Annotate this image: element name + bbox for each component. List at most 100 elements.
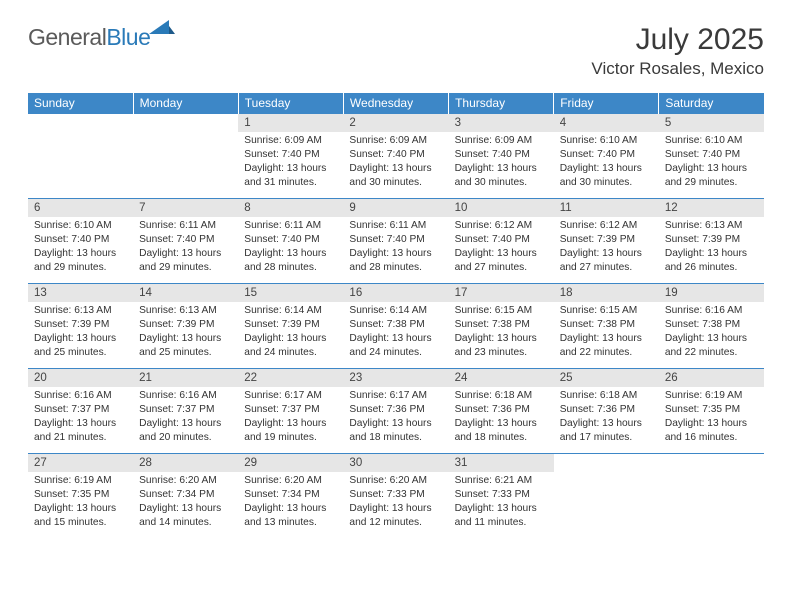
day-number-cell: 13 <box>28 283 133 302</box>
day-d1: Daylight: 13 hours <box>349 162 442 176</box>
day-detail: Sunrise: 6:09 AMSunset: 7:40 PMDaylight:… <box>449 132 554 189</box>
day-header: Friday <box>554 93 659 114</box>
day-ss: Sunset: 7:37 PM <box>139 403 232 417</box>
day-d2: and 30 minutes. <box>349 176 442 190</box>
day-detail: Sunrise: 6:18 AMSunset: 7:36 PMDaylight:… <box>554 387 659 444</box>
day-detail: Sunrise: 6:11 AMSunset: 7:40 PMDaylight:… <box>133 217 238 274</box>
day-d1: Daylight: 13 hours <box>560 162 653 176</box>
day-number-cell: 20 <box>28 368 133 387</box>
day-detail-cell: Sunrise: 6:20 AMSunset: 7:34 PMDaylight:… <box>238 472 343 537</box>
day-detail-cell: Sunrise: 6:18 AMSunset: 7:36 PMDaylight:… <box>449 387 554 453</box>
day-sr: Sunrise: 6:18 AM <box>455 389 548 403</box>
day-sr: Sunrise: 6:10 AM <box>34 219 127 233</box>
day-detail: Sunrise: 6:14 AMSunset: 7:39 PMDaylight:… <box>238 302 343 359</box>
day-d1: Daylight: 13 hours <box>455 247 548 261</box>
day-d1: Daylight: 13 hours <box>349 417 442 431</box>
day-sr: Sunrise: 6:10 AM <box>665 134 758 148</box>
day-number-cell: 6 <box>28 198 133 217</box>
day-d2: and 27 minutes. <box>560 261 653 275</box>
day-detail-cell: Sunrise: 6:09 AMSunset: 7:40 PMDaylight:… <box>449 132 554 198</box>
day-sr: Sunrise: 6:09 AM <box>349 134 442 148</box>
day-d2: and 29 minutes. <box>139 261 232 275</box>
day-sr: Sunrise: 6:16 AM <box>665 304 758 318</box>
day-ss: Sunset: 7:38 PM <box>349 318 442 332</box>
day-detail-cell: Sunrise: 6:14 AMSunset: 7:39 PMDaylight:… <box>238 302 343 368</box>
day-detail-cell: Sunrise: 6:11 AMSunset: 7:40 PMDaylight:… <box>238 217 343 283</box>
day-number: 23 <box>343 369 448 388</box>
day-ss: Sunset: 7:40 PM <box>34 233 127 247</box>
day-sr: Sunrise: 6:17 AM <box>244 389 337 403</box>
day-number: 7 <box>133 199 238 218</box>
day-number-cell: 26 <box>659 368 764 387</box>
day-d2: and 31 minutes. <box>244 176 337 190</box>
day-d1: Daylight: 13 hours <box>665 162 758 176</box>
day-number-cell <box>28 113 133 132</box>
day-header: Wednesday <box>343 93 448 114</box>
day-detail: Sunrise: 6:10 AMSunset: 7:40 PMDaylight:… <box>28 217 133 274</box>
day-detail-cell <box>28 132 133 198</box>
day-number: 22 <box>238 369 343 388</box>
day-number-cell: 1 <box>238 113 343 132</box>
day-number: 29 <box>238 454 343 473</box>
day-ss: Sunset: 7:33 PM <box>349 488 442 502</box>
day-detail-cell: Sunrise: 6:10 AMSunset: 7:40 PMDaylight:… <box>28 217 133 283</box>
day-number: 2 <box>343 114 448 133</box>
day-number: 18 <box>554 284 659 303</box>
day-d2: and 24 minutes. <box>244 346 337 360</box>
day-detail-cell: Sunrise: 6:13 AMSunset: 7:39 PMDaylight:… <box>28 302 133 368</box>
day-d2: and 17 minutes. <box>560 431 653 445</box>
day-number-cell: 29 <box>238 453 343 472</box>
week-daynum-row: 13141516171819 <box>28 283 764 302</box>
logo-text-general: General <box>28 24 106 50</box>
day-number-cell: 2 <box>343 113 448 132</box>
day-detail-cell: Sunrise: 6:11 AMSunset: 7:40 PMDaylight:… <box>133 217 238 283</box>
day-number: 21 <box>133 369 238 388</box>
day-number: 31 <box>449 454 554 473</box>
day-number-cell <box>554 453 659 472</box>
day-d1: Daylight: 13 hours <box>244 162 337 176</box>
day-ss: Sunset: 7:40 PM <box>244 148 337 162</box>
day-number: 4 <box>554 114 659 133</box>
day-number: 24 <box>449 369 554 388</box>
day-detail-cell <box>659 472 764 537</box>
day-number-cell: 3 <box>449 113 554 132</box>
day-detail: Sunrise: 6:10 AMSunset: 7:40 PMDaylight:… <box>659 132 764 189</box>
day-d2: and 30 minutes. <box>455 176 548 190</box>
day-number: 30 <box>343 454 448 473</box>
week-detail-row: Sunrise: 6:13 AMSunset: 7:39 PMDaylight:… <box>28 302 764 368</box>
day-d1: Daylight: 13 hours <box>34 332 127 346</box>
day-detail: Sunrise: 6:16 AMSunset: 7:38 PMDaylight:… <box>659 302 764 359</box>
day-ss: Sunset: 7:37 PM <box>244 403 337 417</box>
day-number: 13 <box>28 284 133 303</box>
week-daynum-row: 6789101112 <box>28 198 764 217</box>
day-ss: Sunset: 7:35 PM <box>665 403 758 417</box>
day-d1: Daylight: 13 hours <box>349 332 442 346</box>
day-number-cell: 10 <box>449 198 554 217</box>
logo-triangle-icon <box>149 18 175 41</box>
day-detail: Sunrise: 6:13 AMSunset: 7:39 PMDaylight:… <box>28 302 133 359</box>
day-number-cell: 9 <box>343 198 448 217</box>
day-number: 8 <box>238 199 343 218</box>
day-d2: and 12 minutes. <box>349 516 442 530</box>
day-header: Tuesday <box>238 93 343 114</box>
day-ss: Sunset: 7:40 PM <box>560 148 653 162</box>
day-number: 16 <box>343 284 448 303</box>
day-number-cell <box>659 453 764 472</box>
day-d2: and 14 minutes. <box>139 516 232 530</box>
day-detail: Sunrise: 6:13 AMSunset: 7:39 PMDaylight:… <box>659 217 764 274</box>
day-number: 12 <box>659 199 764 218</box>
day-d1: Daylight: 13 hours <box>665 332 758 346</box>
day-detail: Sunrise: 6:17 AMSunset: 7:36 PMDaylight:… <box>343 387 448 444</box>
day-d2: and 16 minutes. <box>665 431 758 445</box>
day-ss: Sunset: 7:40 PM <box>139 233 232 247</box>
day-detail-cell: Sunrise: 6:10 AMSunset: 7:40 PMDaylight:… <box>554 132 659 198</box>
day-number-cell: 25 <box>554 368 659 387</box>
day-number: 6 <box>28 199 133 218</box>
day-d2: and 11 minutes. <box>455 516 548 530</box>
day-number-cell: 12 <box>659 198 764 217</box>
day-sr: Sunrise: 6:20 AM <box>349 474 442 488</box>
day-header: Sunday <box>28 93 133 114</box>
day-d1: Daylight: 13 hours <box>34 502 127 516</box>
day-number: 15 <box>238 284 343 303</box>
day-number-cell: 31 <box>449 453 554 472</box>
